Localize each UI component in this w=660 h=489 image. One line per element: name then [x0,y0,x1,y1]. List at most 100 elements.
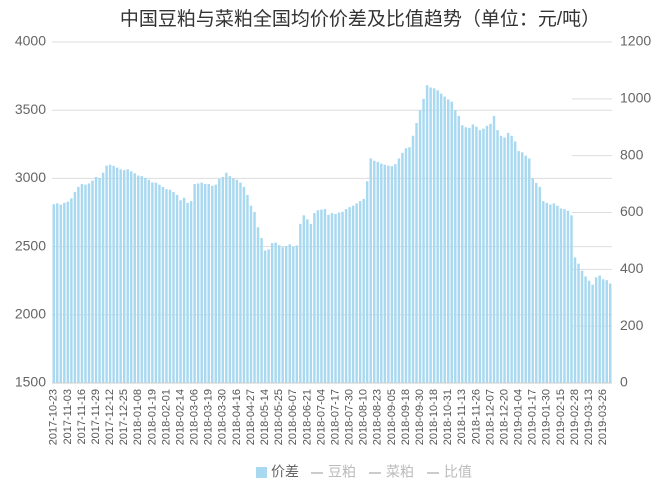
x-tick-label: 2017-10-23 [48,389,60,445]
x-tick-label: 2018-10-18 [428,389,440,445]
bar [499,135,503,383]
bar [66,201,70,383]
bar [464,127,468,383]
bar [513,141,517,383]
bar [478,130,482,383]
bar [56,203,59,383]
bar [443,96,446,383]
bar [344,209,348,383]
y-tick-label: 2000 [15,306,46,322]
bar [52,204,55,383]
bar [408,147,411,383]
bar [535,182,538,383]
bar [580,270,584,383]
bar [218,178,221,383]
bar [158,184,161,383]
bar [119,169,122,383]
bar [193,184,196,383]
bar [542,201,545,383]
x-tick-label: 2018-01-08 [132,389,144,445]
x-tick-label: 2017-11-16 [76,389,88,444]
bar [281,247,284,383]
bar [228,176,232,383]
bar [200,182,203,383]
x-tick-label: 2018-02-14 [174,389,186,445]
bar [454,110,457,383]
y2-tick-label: 1200 [620,33,651,49]
bar [70,198,73,383]
bar [545,202,549,383]
x-tick-label: 2019-03-26 [597,389,609,445]
bar [520,152,524,383]
bar [365,181,369,383]
bar [594,277,598,383]
bar [369,158,372,383]
bar [358,201,362,383]
bar [256,227,260,383]
bar [418,110,422,383]
bar [570,215,573,383]
bar [313,213,316,383]
x-tick-label: 2019-01-30 [541,389,553,445]
x-tick-label: 2018-11-13 [456,389,468,444]
x-tick-label: 2018-09-05 [386,389,398,445]
x-tick-label: 2018-06-21 [301,389,313,445]
x-tick-label: 2019-01-17 [527,389,539,445]
bar [137,175,140,383]
x-tick-label: 2018-05-25 [273,389,285,445]
bar [175,194,179,383]
bar [503,137,506,383]
bar [302,215,306,383]
bar [538,186,542,383]
bar [122,170,126,383]
bar [394,164,397,383]
bar [87,183,91,383]
bar [80,184,84,383]
bar [182,197,186,383]
bar [115,167,119,383]
bar [380,163,383,383]
bar [517,151,520,383]
bar [411,135,415,383]
bar [260,238,263,383]
bar [390,166,394,383]
y2-tick-label: 1000 [620,90,651,106]
bar [601,279,605,383]
bar [429,87,432,383]
x-tick-label: 2018-03-06 [189,389,201,445]
y2-tick-label: 600 [620,203,644,219]
bar [172,192,175,383]
bar [373,160,376,383]
bar [566,210,570,383]
bar [91,180,94,383]
bar [306,219,309,383]
bar [98,177,101,383]
x-tick-label: 2018-07-04 [315,389,327,445]
x-tick-label: 2018-02-01 [160,389,172,445]
bar [288,244,291,383]
x-tick-label: 2018-03-30 [217,389,229,445]
bar [425,85,429,384]
bar [422,98,425,383]
y2-tick-label: 200 [620,317,644,333]
bar [510,135,513,383]
bar [232,178,235,383]
bar [556,205,559,383]
bar [376,161,380,383]
bar [609,283,612,383]
x-tick-label: 2018-11-26 [470,389,482,444]
bar [189,201,193,383]
bar [253,211,256,383]
bar [73,192,77,383]
x-tick-label: 2018-03-19 [203,389,215,445]
bar [249,205,253,383]
x-tick-label: 2018-04-27 [245,389,257,445]
bar [401,152,404,383]
legend-label: 菜粕 [386,464,414,480]
x-tick-label: 2018-07-17 [329,389,341,445]
bar [563,209,566,383]
bar [277,245,281,383]
legend-label: 价差 [271,464,299,480]
bar [203,184,207,383]
